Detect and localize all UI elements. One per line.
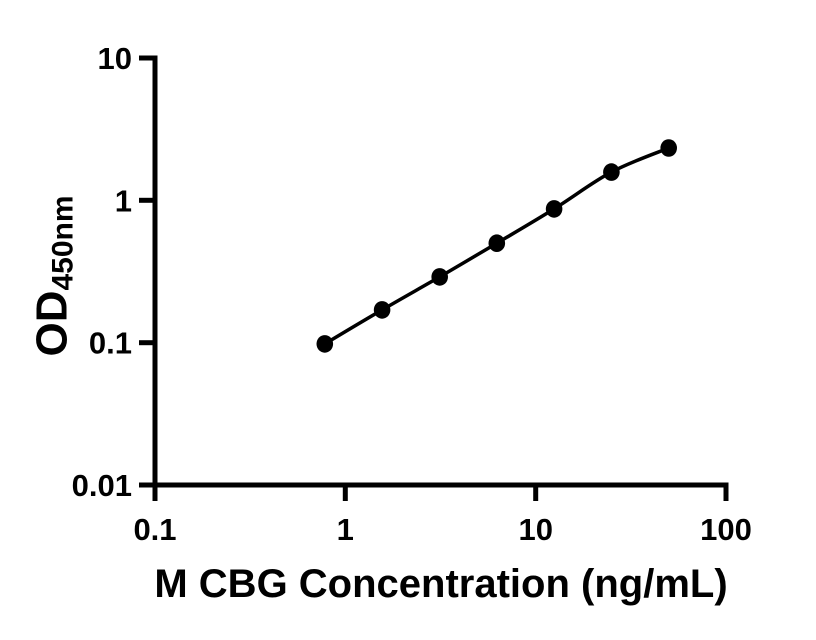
y-tick-label: 0.1 <box>89 326 132 361</box>
x-tick-label: 100 <box>700 512 752 547</box>
data-point-marker <box>545 200 563 218</box>
y-tick-label: 0.01 <box>72 468 132 503</box>
data-point-marker <box>373 301 391 319</box>
data-point-marker <box>431 268 449 286</box>
x-tick-label: 1 <box>337 512 354 547</box>
x-tick-label: 10 <box>518 512 552 547</box>
data-point-marker <box>316 335 334 353</box>
data-point-marker <box>488 234 506 252</box>
y-axis-title-subscript: 450nm <box>46 195 80 291</box>
x-tick-label: 0.1 <box>133 512 176 547</box>
data-point-marker <box>660 139 677 157</box>
y-axis-title: OD450nm <box>27 195 88 357</box>
data-point-marker <box>603 163 620 181</box>
y-tick-label: 10 <box>98 41 132 76</box>
x-axis-title: M CBG Concentration (ng/mL) <box>154 562 728 606</box>
y-axis-title-main: OD <box>27 290 77 357</box>
y-tick-label: 1 <box>115 183 132 218</box>
